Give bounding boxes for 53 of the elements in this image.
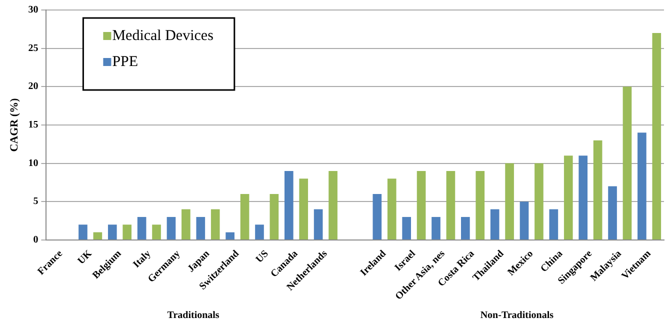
y-tick-label: 30 bbox=[28, 4, 38, 16]
bar bbox=[210, 209, 220, 240]
legend-label: PPE bbox=[112, 54, 138, 70]
bar bbox=[182, 209, 190, 240]
bar bbox=[476, 170, 485, 240]
bar bbox=[196, 216, 206, 240]
bar bbox=[534, 163, 544, 240]
bar bbox=[137, 216, 146, 240]
bar bbox=[608, 186, 617, 240]
bar bbox=[520, 202, 529, 240]
bar bbox=[505, 163, 514, 240]
bar bbox=[93, 232, 102, 240]
y-tick-label: 15 bbox=[28, 120, 38, 131]
legend-label: Medical Devices bbox=[112, 28, 214, 44]
bar bbox=[578, 156, 588, 240]
bar bbox=[108, 224, 117, 240]
bar bbox=[432, 216, 440, 240]
bar bbox=[255, 224, 264, 240]
bar bbox=[314, 209, 323, 240]
bar bbox=[166, 216, 176, 240]
bar bbox=[593, 140, 602, 240]
y-tick-label: 25 bbox=[28, 42, 38, 54]
text: Traditionals bbox=[167, 310, 220, 321]
bar bbox=[402, 216, 411, 240]
y-tick-label: 20 bbox=[28, 81, 38, 92]
x-tick-label: UK bbox=[76, 248, 94, 267]
bar bbox=[416, 170, 426, 240]
bar bbox=[270, 194, 279, 240]
bar bbox=[122, 224, 132, 240]
bar bbox=[638, 132, 646, 240]
bar bbox=[284, 170, 294, 240]
bar bbox=[564, 156, 573, 240]
bar bbox=[372, 194, 382, 240]
bar bbox=[226, 232, 234, 240]
bar bbox=[299, 178, 308, 240]
bar bbox=[387, 178, 396, 240]
y-tick-label: 0 bbox=[33, 234, 38, 246]
bar bbox=[446, 170, 456, 240]
bar bbox=[622, 86, 632, 240]
bar bbox=[461, 216, 470, 240]
bar bbox=[240, 194, 250, 240]
bar bbox=[78, 224, 88, 240]
bar bbox=[549, 209, 558, 240]
y-tick-label: 10 bbox=[28, 158, 38, 169]
bar bbox=[490, 209, 500, 240]
bar bbox=[152, 224, 161, 240]
x-tick-label: Italy bbox=[131, 248, 154, 270]
y-axis-title: CAGR (%) bbox=[8, 98, 20, 152]
text: Non-Traditionals bbox=[480, 310, 554, 321]
bar bbox=[328, 170, 338, 240]
y-tick-label: 5 bbox=[33, 196, 38, 208]
bar bbox=[652, 32, 662, 240]
x-tick-label: US bbox=[254, 248, 272, 266]
